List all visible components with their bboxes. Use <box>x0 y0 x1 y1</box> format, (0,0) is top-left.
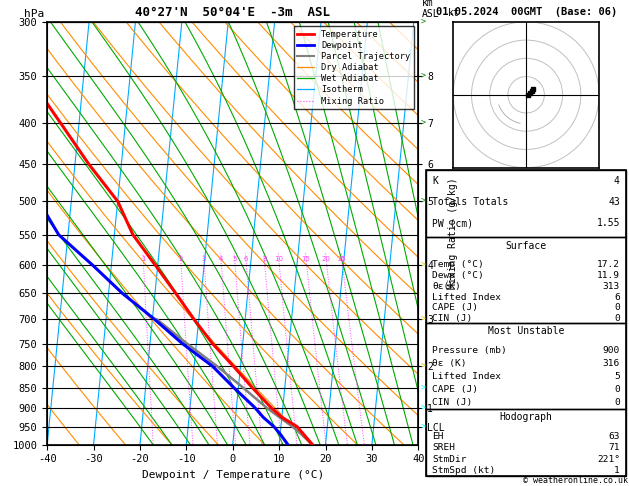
Text: 11.9: 11.9 <box>597 271 620 280</box>
Bar <box>426 170 626 238</box>
Text: 63: 63 <box>608 432 620 441</box>
Text: 17.2: 17.2 <box>597 260 620 269</box>
Text: 4: 4 <box>219 257 223 262</box>
Text: EH: EH <box>433 432 444 441</box>
Text: >: > <box>420 71 425 81</box>
Text: hPa: hPa <box>24 9 44 19</box>
Text: >: > <box>420 197 425 206</box>
Text: 313: 313 <box>603 282 620 291</box>
Text: CAPE (J): CAPE (J) <box>433 385 479 394</box>
Text: CIN (J): CIN (J) <box>433 314 473 323</box>
Text: StmDir: StmDir <box>433 455 467 464</box>
Text: >: > <box>420 261 425 270</box>
Text: 0: 0 <box>614 303 620 312</box>
Text: >: > <box>420 362 425 371</box>
Text: 900: 900 <box>603 346 620 355</box>
Text: >: > <box>420 383 425 392</box>
Text: Most Unstable: Most Unstable <box>488 326 564 336</box>
Text: 0: 0 <box>614 385 620 394</box>
Text: >: > <box>420 403 425 412</box>
Text: 316: 316 <box>603 359 620 368</box>
Text: 3: 3 <box>202 257 206 262</box>
Text: 0: 0 <box>614 398 620 407</box>
Bar <box>426 323 626 409</box>
Text: 10: 10 <box>274 257 283 262</box>
Bar <box>426 238 626 323</box>
Text: Pressure (mb): Pressure (mb) <box>433 346 507 355</box>
Text: 5: 5 <box>614 372 620 381</box>
Text: Hodograph: Hodograph <box>499 412 553 422</box>
Text: kt: kt <box>447 8 459 18</box>
Text: Surface: Surface <box>506 241 547 250</box>
Text: Dewp (°C): Dewp (°C) <box>433 271 484 280</box>
Text: 71: 71 <box>608 443 620 452</box>
Text: θε (K): θε (K) <box>433 359 467 368</box>
Legend: Temperature, Dewpoint, Parcel Trajectory, Dry Adiabat, Wet Adiabat, Isotherm, Mi: Temperature, Dewpoint, Parcel Trajectory… <box>294 26 414 109</box>
Text: 6: 6 <box>614 293 620 302</box>
Text: θε(K): θε(K) <box>433 282 461 291</box>
Text: 1: 1 <box>614 467 620 475</box>
Text: K: K <box>433 176 438 186</box>
Text: >: > <box>420 119 425 127</box>
Text: 6: 6 <box>243 257 248 262</box>
Text: 8: 8 <box>262 257 267 262</box>
Text: km
ASL: km ASL <box>421 0 439 19</box>
Text: SREH: SREH <box>433 443 455 452</box>
Text: CIN (J): CIN (J) <box>433 398 473 407</box>
Text: PW (cm): PW (cm) <box>433 218 474 228</box>
Text: Lifted Index: Lifted Index <box>433 372 501 381</box>
Text: 1: 1 <box>141 257 145 262</box>
Text: 15: 15 <box>302 257 311 262</box>
Text: 01.05.2024  00GMT  (Base: 06): 01.05.2024 00GMT (Base: 06) <box>435 7 617 17</box>
Text: 221°: 221° <box>597 455 620 464</box>
X-axis label: Dewpoint / Temperature (°C): Dewpoint / Temperature (°C) <box>142 470 324 480</box>
Text: 5: 5 <box>233 257 237 262</box>
Bar <box>426 409 626 476</box>
Text: StmSpd (kt): StmSpd (kt) <box>433 467 496 475</box>
Y-axis label: Mixing Ratio (g/kg): Mixing Ratio (g/kg) <box>448 177 458 289</box>
Text: Lifted Index: Lifted Index <box>433 293 501 302</box>
Text: © weatheronline.co.uk: © weatheronline.co.uk <box>523 476 628 485</box>
Text: 25: 25 <box>338 257 347 262</box>
Text: Temp (°C): Temp (°C) <box>433 260 484 269</box>
Text: 1.55: 1.55 <box>596 218 620 228</box>
Text: 0: 0 <box>614 314 620 323</box>
Text: >: > <box>420 422 425 431</box>
Title: 40°27'N  50°04'E  -3m  ASL: 40°27'N 50°04'E -3m ASL <box>135 6 330 19</box>
Text: >: > <box>420 17 425 26</box>
Text: >: > <box>420 315 425 324</box>
Text: 4: 4 <box>614 176 620 186</box>
Text: 2: 2 <box>179 257 183 262</box>
Text: CAPE (J): CAPE (J) <box>433 303 479 312</box>
Text: 43: 43 <box>608 197 620 207</box>
Text: Totals Totals: Totals Totals <box>433 197 509 207</box>
Text: 20: 20 <box>321 257 331 262</box>
